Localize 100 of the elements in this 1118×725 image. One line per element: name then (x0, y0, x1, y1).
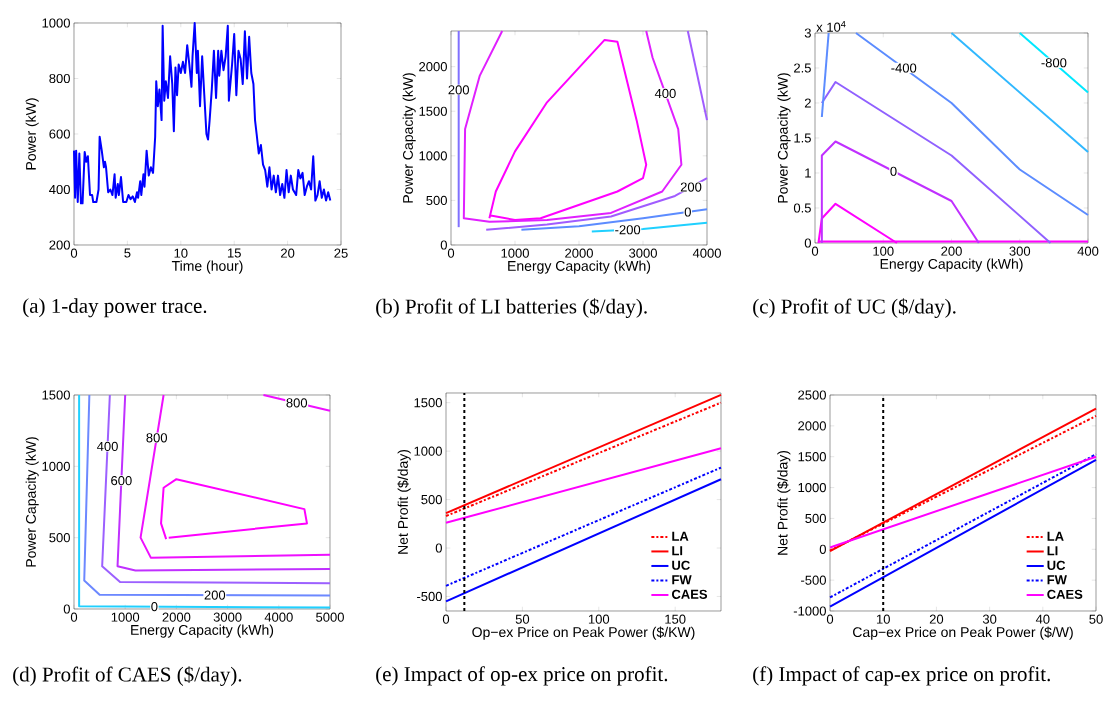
y-tick-label: 0 (819, 544, 826, 554)
x-tick-label: 50 (515, 614, 530, 624)
x-axis-title: Time (hour) (171, 260, 243, 274)
y-tick-label: 3 (804, 28, 811, 38)
y-tick-label: 400 (49, 184, 70, 195)
y-tick-label: -1000 (793, 606, 826, 616)
x-tick-label: 1000 (501, 248, 529, 258)
x-tick-label: 100 (873, 246, 894, 256)
x-tick-label: 1000 (111, 612, 140, 622)
series-label: 0 (151, 601, 158, 612)
legend-label: LA (1047, 531, 1064, 541)
legend-label: LI (1047, 546, 1058, 556)
x-tick-label: 300 (1009, 246, 1031, 256)
y-tick-label: 2.5 (794, 63, 811, 73)
y-tick-label: 500 (49, 533, 70, 543)
x-tick-label: 0 (70, 612, 78, 622)
legend-label: UC (672, 560, 690, 570)
x-tick-label: 25 (334, 248, 348, 258)
series-label: 800 (146, 433, 168, 443)
y-axis-title: Net Profit ($/day) (777, 450, 791, 555)
x-tick-label: 3000 (629, 248, 657, 258)
series-label: 200 (680, 182, 702, 192)
y-tick-label: 1500 (798, 452, 826, 462)
text: (c) Profit of UC ($/day). (753, 298, 956, 318)
y-tick-label: 1000 (42, 18, 70, 28)
y-tick-label: 600 (49, 129, 70, 139)
legend-label: UC (1047, 560, 1066, 570)
x-axis-title: Energy Capacity (kWh) (131, 624, 274, 638)
x-tick-label: 10 (174, 248, 188, 258)
x-tick-label: 150 (665, 614, 686, 624)
y-tick-label: 1000 (798, 482, 826, 493)
text: (f) Impact of cap-ex price on profit. (753, 666, 1050, 686)
y-tick-label: 800 (49, 73, 70, 84)
y-tick-label: 1.5 (794, 133, 811, 143)
x-tick-label: 10 (876, 614, 890, 624)
y-tick-label: 0 (435, 543, 442, 553)
x-tick-label: 0 (826, 614, 834, 624)
y-axis-title: Power Capacity (kW) (25, 437, 39, 567)
x-tick-label: 0 (447, 248, 455, 258)
x-tick-label: 20 (281, 248, 295, 258)
series-label: 400 (96, 441, 118, 451)
x-tick-label: 200 (941, 246, 962, 256)
series-label: 0 (684, 207, 691, 217)
y-tick-label: 1 (805, 168, 811, 178)
x-axis-title: Energy Capacity (kWh) (880, 258, 1023, 272)
text: (b) Profit of LI batteries ($/day). (376, 298, 647, 318)
y-tick-label: 1500 (414, 398, 442, 408)
x-tick-label: 5 (124, 248, 131, 258)
y-tick-label: 1500 (419, 106, 447, 116)
x-tick-label: 2000 (162, 612, 191, 622)
y-tick-label: 1500 (42, 390, 70, 400)
series-label: 800 (286, 398, 308, 408)
x-tick-label: 5000 (316, 612, 344, 622)
y-tick-label: 500 (421, 494, 442, 505)
legend-label: CAES (1047, 589, 1083, 599)
series-label: -200 (615, 225, 641, 235)
series-label: 400 (654, 88, 676, 99)
y-tick-label: 1000 (414, 446, 442, 456)
x-tick-label: 400 (1077, 246, 1099, 256)
y-tick-label: 2000 (798, 421, 826, 431)
y-tick-label: -500 (801, 575, 826, 585)
x-tick-label: 30 (982, 614, 997, 624)
y-tick-label: 2 (804, 98, 811, 108)
legend-label: CAES (671, 589, 708, 599)
y-tick-label: 2500 (798, 390, 826, 400)
text: (a) 1-day power trace. (23, 298, 207, 318)
y-tick-label: -500 (417, 591, 442, 602)
series-label: 200 (448, 85, 470, 95)
series-label: -400 (891, 63, 917, 73)
y-tick-label: 500 (805, 513, 826, 524)
x-tick-label: 15 (227, 248, 241, 258)
text: (e) Impact of op-ex price on profit. (376, 666, 668, 686)
y-axis-title: Net Profit ($/day) (397, 449, 411, 554)
y-axis-title: Power Capacity (kW) (402, 73, 416, 203)
x-tick-label: 4000 (692, 248, 721, 258)
x-tick-label: 4000 (264, 612, 293, 622)
series-label: 200 (204, 590, 226, 600)
y-tick-label: 0 (63, 604, 70, 614)
y-axis-title: Power (kW) (25, 98, 39, 170)
series-label: -800 (1041, 58, 1067, 68)
text: (d) Profit of CAES ($/day). (13, 666, 242, 686)
x-tick-label: 2000 (565, 248, 593, 258)
legend-label: LA (672, 531, 689, 541)
legend-label: FW (1047, 575, 1067, 585)
legend-label: LI (672, 546, 683, 556)
x-tick-label: 20 (929, 614, 944, 624)
x-tick-label: 3000 (213, 612, 242, 622)
x-axis-title: Op−ex Price on Peak Power ($/KW) (472, 626, 695, 640)
y-tick-label: 0.5 (793, 203, 811, 213)
legend-label: FW (672, 575, 692, 585)
y-tick-label: 0 (804, 238, 811, 248)
y-axis-title: Power Capacity (kW) (777, 73, 791, 203)
y-tick-label: 2000 (419, 62, 447, 72)
y-tick-label: 500 (426, 195, 447, 206)
x-tick-label: 40 (1035, 614, 1050, 624)
x-tick-label: 0 (70, 248, 78, 258)
y-tick-label: 1000 (419, 151, 447, 161)
series-label: 0 (890, 166, 897, 176)
text: x 10$^{4}$ (816, 21, 846, 32)
y-tick-label: 1000 (42, 461, 70, 471)
